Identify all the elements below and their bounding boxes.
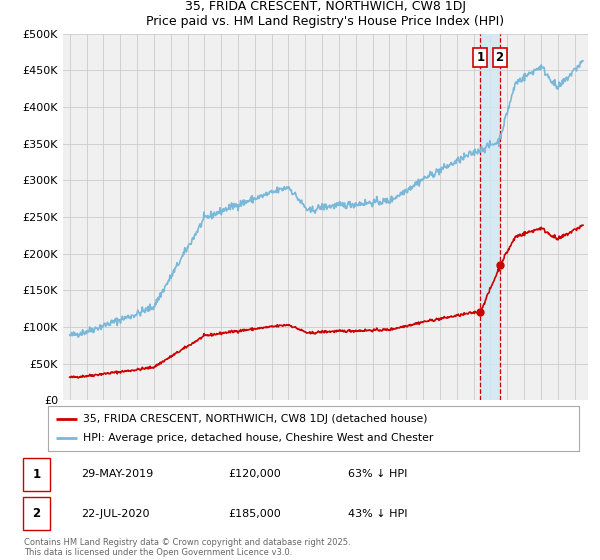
- Text: 1: 1: [32, 468, 41, 481]
- Text: 35, FRIDA CRESCENT, NORTHWICH, CW8 1DJ (detached house): 35, FRIDA CRESCENT, NORTHWICH, CW8 1DJ (…: [83, 413, 427, 423]
- Text: HPI: Average price, detached house, Cheshire West and Chester: HPI: Average price, detached house, Ches…: [83, 433, 433, 444]
- Text: 1: 1: [476, 50, 485, 64]
- Text: 2: 2: [32, 507, 41, 520]
- Text: £185,000: £185,000: [228, 508, 281, 519]
- Bar: [481, 34, 500, 400]
- Text: 2: 2: [496, 50, 504, 64]
- Text: Contains HM Land Registry data © Crown copyright and database right 2025.
This d: Contains HM Land Registry data © Crown c…: [24, 538, 350, 557]
- Title: 35, FRIDA CRESCENT, NORTHWICH, CW8 1DJ
Price paid vs. HM Land Registry's House P: 35, FRIDA CRESCENT, NORTHWICH, CW8 1DJ P…: [146, 0, 505, 28]
- Text: 63% ↓ HPI: 63% ↓ HPI: [348, 469, 407, 479]
- Text: 43% ↓ HPI: 43% ↓ HPI: [348, 508, 407, 519]
- Text: £120,000: £120,000: [228, 469, 281, 479]
- Text: 22-JUL-2020: 22-JUL-2020: [81, 508, 149, 519]
- Text: 29-MAY-2019: 29-MAY-2019: [81, 469, 153, 479]
